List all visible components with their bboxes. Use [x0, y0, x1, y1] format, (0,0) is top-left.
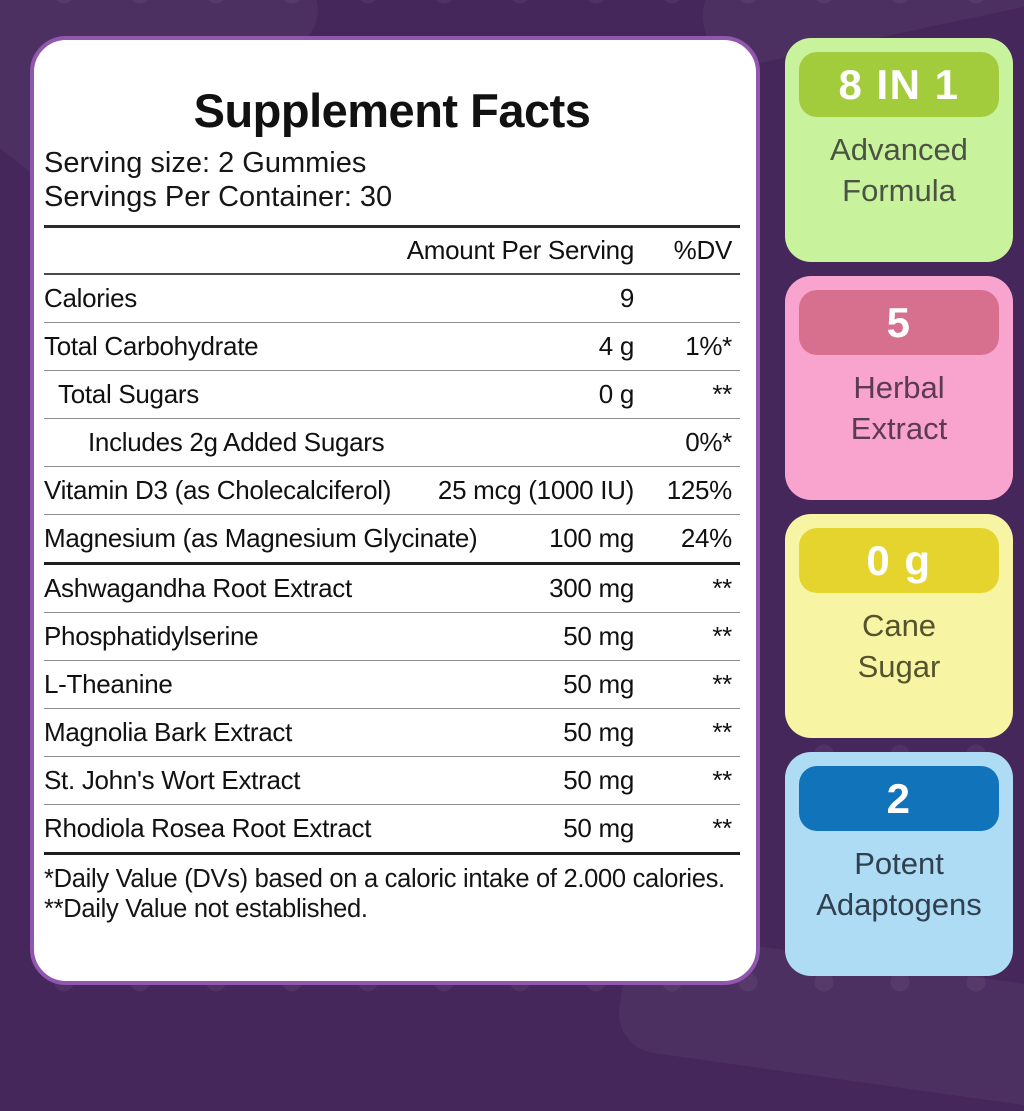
nutrient-dv: 1%* — [685, 331, 732, 362]
nutrient-amount: 100 mg — [549, 523, 634, 554]
footnote-not-established: **Daily Value not established. — [44, 895, 368, 924]
nutrition-row: Ashwagandha Root Extract 300 mg ** — [44, 565, 740, 614]
nutrient-dv: 24% — [680, 523, 732, 554]
nutrient-amount: 4 g — [598, 331, 635, 362]
badge-label-line: Adaptogens — [816, 886, 982, 922]
badge-label-line: Formula — [842, 172, 956, 208]
badge-column: 8 IN 1 Advanced Formula 5 Herbal Extract 0 g Ca… — [785, 38, 1013, 990]
nutrient-amount: 25 mcg (1000 IU) — [437, 475, 634, 506]
badge-label-line: Herbal — [853, 370, 945, 405]
servings-per-container: Servings Per Container: 30 — [44, 181, 393, 214]
nutrient-amount: 50 mg — [563, 621, 634, 652]
badge-label-line: Cane — [861, 608, 937, 643]
badge-label: Herbal Extract — [785, 368, 1013, 450]
nutrition-row: Total Carbohydrate 4 g 1%* — [44, 323, 740, 372]
nutrient-label: Total Sugars — [58, 379, 199, 410]
badge-label: Potent Adaptogens — [785, 844, 1013, 926]
nutrition-row: Vitamin D3 (as Cholecalciferol) 25 mcg (1… — [44, 467, 740, 516]
badge-label-line: Potent — [854, 846, 944, 881]
nutrition-row: Calories 9 — [44, 275, 740, 324]
column-header-dv: %DV — [673, 235, 733, 266]
badge-value-pill: 0 g — [799, 528, 999, 593]
nutrient-dv: ** — [712, 573, 732, 604]
divider — [44, 225, 740, 229]
nutrient-label: St. John's Wort Extract — [44, 765, 301, 796]
nutrient-label: Ashwagandha Root Extract — [44, 573, 352, 604]
nutrition-row: Magnolia Bark Extract 50 mg ** — [44, 709, 740, 758]
nutrient-amount: 300 mg — [549, 573, 634, 604]
nutrient-dv: ** — [712, 765, 732, 796]
nutrient-label: Calories — [44, 283, 137, 314]
nutrition-row: St. John's Wort Extract 50 mg ** — [44, 757, 740, 806]
badge-label-line: Extract — [850, 410, 948, 446]
badge-value-pill: 2 — [799, 766, 999, 831]
supplement-facts-panel: Supplement Facts Serving size: 2 Gummies… — [30, 36, 760, 985]
table-header-row: Amount Per Serving %DV — [44, 228, 740, 276]
nutrient-amount: 50 mg — [563, 813, 634, 844]
badge-label: Advanced Formula — [785, 130, 1013, 212]
nutrition-table: Calories 9 Total Carbohydrate 4 g 1%* Total S… — [44, 275, 740, 856]
nutrient-label: Includes 2g Added Sugars — [88, 427, 385, 458]
nutrition-row: L-Theanine 50 mg ** — [44, 661, 740, 710]
serving-size: Serving size: 2 Gummies — [44, 147, 367, 180]
nutrient-dv: 0%* — [685, 427, 732, 458]
badge-label-line: Advanced — [830, 132, 968, 167]
nutrient-label: L-Theanine — [44, 669, 173, 700]
nutrient-dv: ** — [712, 621, 732, 652]
nutrient-amount: 50 mg — [563, 669, 634, 700]
badge-card: 5 Herbal Extract — [785, 276, 1013, 500]
badge-value-pill: 8 IN 1 — [799, 52, 999, 117]
nutrient-label: Magnolia Bark Extract — [44, 717, 293, 748]
nutrient-dv: ** — [712, 669, 732, 700]
footnotes: *Daily Value (DVs) based on a caloric in… — [44, 864, 740, 924]
badge-value-pill: 5 — [799, 290, 999, 355]
nutrition-row: Includes 2g Added Sugars 0%* — [44, 419, 740, 468]
nutrition-row: Total Sugars 0 g ** — [44, 371, 740, 420]
nutrient-amount: 50 mg — [563, 717, 634, 748]
nutrient-amount: 0 g — [598, 379, 635, 410]
badge-label: Cane Sugar — [785, 606, 1013, 688]
nutrition-row: Phosphatidylserine 50 mg ** — [44, 613, 740, 662]
panel-title: Supplement Facts — [193, 84, 591, 137]
badge-card: 8 IN 1 Advanced Formula — [785, 38, 1013, 262]
column-header-amount: Amount Per Serving — [406, 235, 635, 266]
nutrient-label: Vitamin D3 (as Cholecalciferol) — [44, 475, 392, 506]
badge-label-line: Sugar — [857, 648, 941, 684]
nutrient-dv: ** — [712, 379, 732, 410]
nutrient-dv: 125% — [666, 475, 733, 506]
nutrient-label: Phosphatidylserine — [44, 621, 259, 652]
nutrient-dv: ** — [712, 717, 732, 748]
badge-card: 0 g Cane Sugar — [785, 514, 1013, 738]
nutrition-row: Rhodiola Rosea Root Extract 50 mg ** — [44, 805, 740, 856]
nutrient-amount: 50 mg — [563, 765, 634, 796]
badge-card: 2 Potent Adaptogens — [785, 752, 1013, 976]
nutrition-row: Magnesium (as Magnesium Glycinate) 100 mg… — [44, 515, 740, 566]
nutrient-label: Total Carbohydrate — [44, 331, 259, 362]
nutrient-amount: 9 — [619, 283, 634, 314]
nutrient-label: Rhodiola Rosea Root Extract — [44, 813, 372, 844]
nutrient-dv: ** — [712, 813, 732, 844]
footnote-daily-value: *Daily Value (DVs) based on a caloric in… — [44, 865, 725, 894]
nutrient-label: Magnesium (as Magnesium Glycinate) — [44, 523, 478, 554]
